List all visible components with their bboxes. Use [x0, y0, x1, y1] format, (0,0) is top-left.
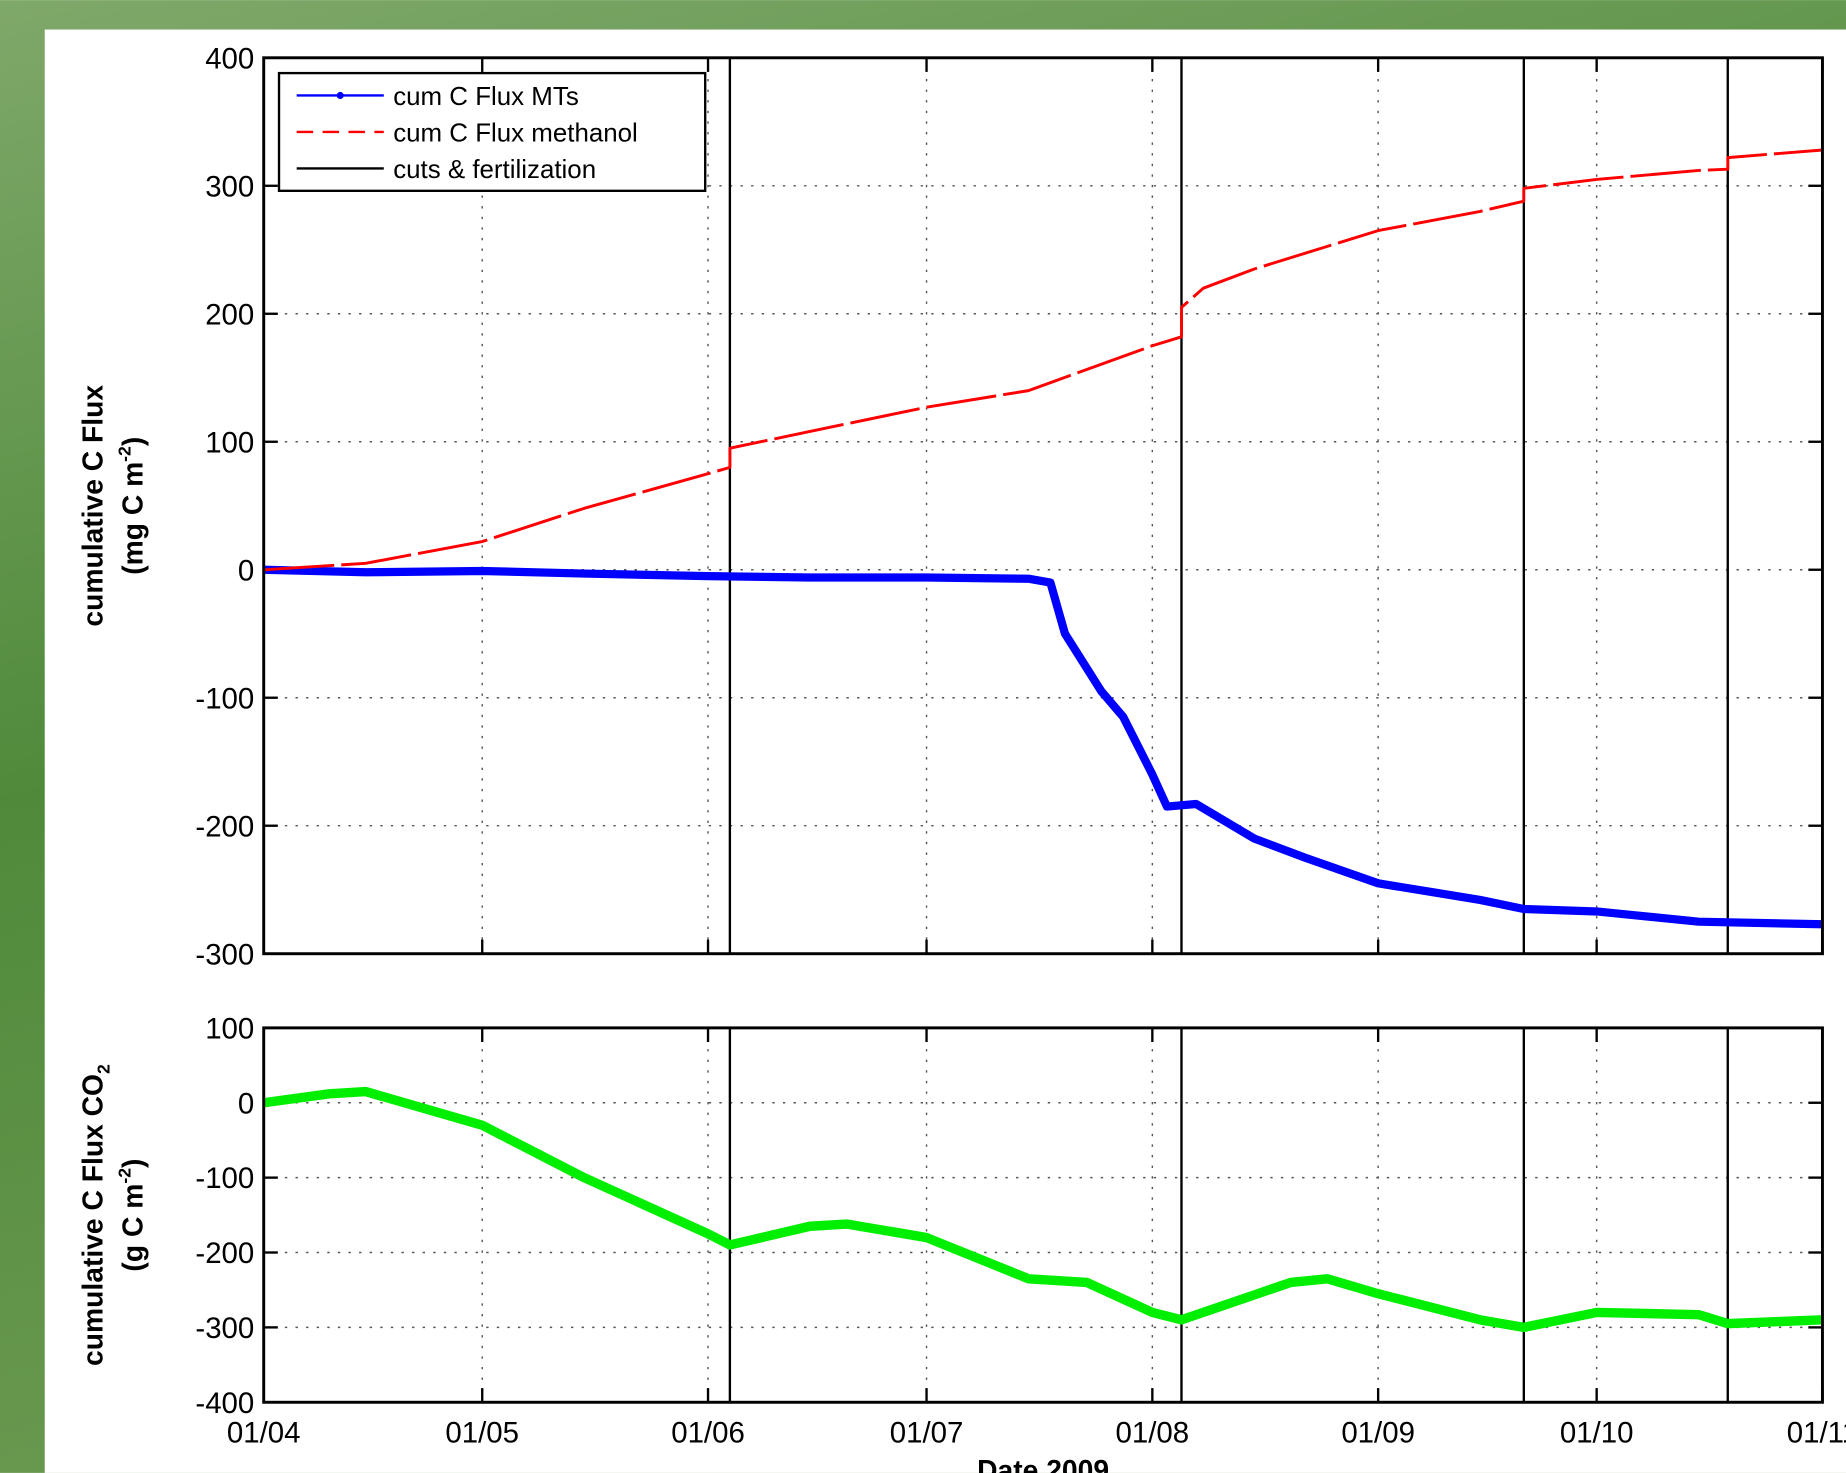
y-axis-label-part: -2: [115, 446, 135, 462]
y-axis-label-part: ): [116, 437, 148, 446]
y-axis-label-part: -2: [115, 1168, 135, 1184]
legend: cum C Flux MTs cum C Flux methanol cuts …: [277, 71, 707, 193]
y-tick-label: 100: [205, 1012, 254, 1045]
x-tick-label: 01/09: [1341, 1416, 1415, 1449]
legend-label: cum C Flux methanol: [393, 119, 638, 147]
y-tick-label: -200: [195, 1237, 254, 1270]
y-axis-label-part: (g C m: [116, 1184, 148, 1272]
x-tick-label: 01/05: [445, 1416, 519, 1449]
series-line: [263, 148, 1823, 572]
legend-label: cuts & fertilization: [393, 156, 596, 184]
y-tick-label: 300: [205, 170, 254, 203]
y-tick-label: -400: [195, 1387, 254, 1420]
y-tick-label: -300: [195, 1312, 254, 1345]
y-axis-label: cumulative C Flux (mg C m-2): [76, 385, 148, 627]
panel: [44, 29, 1846, 1473]
plot-frame: [262, 56, 1824, 956]
x-tick-label: 01/07: [890, 1416, 964, 1449]
y-axis-label-part: cumulative C Flux CO: [76, 1074, 108, 1366]
y-axis-label-part: ): [116, 1159, 148, 1168]
x-tick-label: 01/06: [671, 1416, 745, 1449]
y-tick-label: -100: [195, 1162, 254, 1195]
series-line: [263, 565, 1823, 929]
y-axis-label: cumulative C Flux CO2 (g C m-2): [76, 1064, 148, 1366]
x-tick-label: 01/08: [1116, 1416, 1190, 1449]
plot-frame: [262, 1026, 1824, 1404]
y-tick-label: 100: [205, 426, 254, 459]
x-axis-label: Date 2009: [977, 1454, 1109, 1473]
y-axis-label-part: (mg C m: [116, 462, 148, 575]
legend-label: cum C Flux MTs: [393, 83, 579, 111]
x-tick-label: 01/04: [227, 1416, 301, 1449]
y-tick-label: 200: [205, 298, 254, 331]
y-tick-label: 0: [238, 1087, 254, 1120]
y-tick-label: -200: [195, 810, 254, 843]
y-tick-label: -300: [195, 938, 254, 971]
y-tick-label: -100: [195, 682, 254, 715]
y-axis-label-part: 2: [93, 1064, 113, 1074]
y-axis-label-part: cumulative C Flux: [76, 385, 108, 627]
y-tick-label: 0: [238, 554, 254, 587]
x-tick-label: 01/11: [1787, 1416, 1846, 1449]
legend-marker: [336, 91, 344, 99]
series-line: [263, 1086, 1823, 1333]
y-tick-label: 400: [205, 42, 254, 75]
x-tick-label: 01/10: [1560, 1416, 1634, 1449]
